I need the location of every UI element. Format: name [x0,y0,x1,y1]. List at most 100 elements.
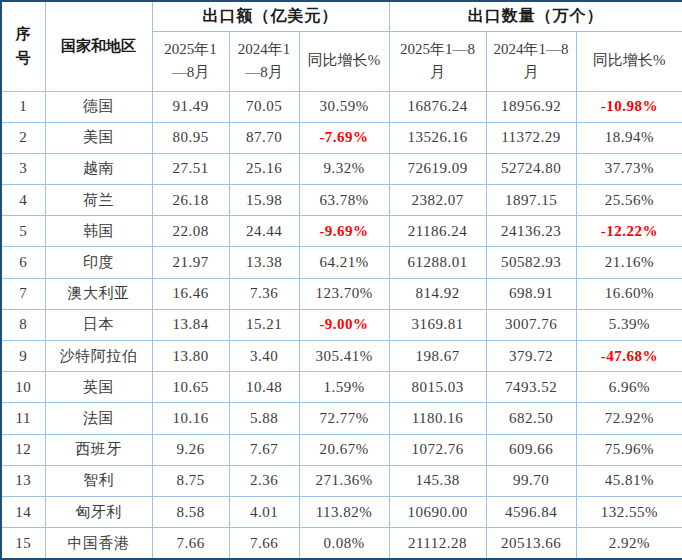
qty-2024-cell: 18956.92 [486,91,576,122]
qty-growth-cell: -10.98% [576,91,682,122]
value-2025-cell: 13.80 [152,341,229,372]
header-value-2024: 2024年1—8月 [229,31,299,91]
seq-cell: 4 [1,185,45,216]
qty-2024-cell: 682.50 [486,403,576,434]
qty-2025-cell: 1180.16 [389,403,486,434]
seq-cell: 5 [1,216,45,247]
qty-2024-cell: 3007.76 [486,309,576,340]
value-growth-cell: 123.70% [299,278,389,309]
qty-2025-cell: 21112.28 [389,528,486,559]
value-2024-cell: 15.98 [229,185,299,216]
value-2025-cell: 9.26 [152,434,229,465]
seq-cell: 12 [1,434,45,465]
value-2024-cell: 3.40 [229,341,299,372]
country-cell: 匈牙利 [45,496,152,527]
table-row: 7澳大利亚16.467.36123.70%814.92698.9116.60% [1,278,682,309]
header-export-qty-group: 出口数量（万个） [389,1,682,31]
value-growth-cell: 305.41% [299,341,389,372]
value-2025-cell: 91.49 [152,91,229,122]
value-2025-cell: 80.95 [152,122,229,153]
qty-2025-cell: 198.67 [389,341,486,372]
qty-2024-cell: 11372.29 [486,122,576,153]
value-2024-cell: 7.66 [229,528,299,559]
value-growth-cell: 30.59% [299,91,389,122]
qty-2025-cell: 21186.24 [389,216,486,247]
qty-2025-cell: 145.38 [389,465,486,496]
header-seq-label: 序号 [15,22,32,70]
value-2024-cell: 24.44 [229,216,299,247]
qty-2024-cell: 99.70 [486,465,576,496]
country-cell: 越南 [45,153,152,184]
value-2025-cell: 27.51 [152,153,229,184]
value-2024-cell: 15.21 [229,309,299,340]
qty-2024-cell: 52724.80 [486,153,576,184]
value-2025-cell: 8.75 [152,465,229,496]
table-row: 3越南27.5125.169.32%72619.0952724.8037.73% [1,153,682,184]
value-2025-cell: 26.18 [152,185,229,216]
header-export-value-group: 出口额（亿美元） [152,1,389,31]
header-qty-2024: 2024年1—8月 [486,31,576,91]
value-growth-cell: 64.21% [299,247,389,278]
value-2024-cell: 70.05 [229,91,299,122]
qty-2025-cell: 1072.76 [389,434,486,465]
country-cell: 沙特阿拉伯 [45,341,152,372]
table-row: 14匈牙利8.584.01113.82%10690.004596.84132.5… [1,496,682,527]
qty-2024-cell: 609.66 [486,434,576,465]
seq-cell: 1 [1,91,45,122]
country-cell: 智利 [45,465,152,496]
qty-2025-cell: 13526.16 [389,122,486,153]
value-2025-cell: 21.97 [152,247,229,278]
export-data-table-container: 序号 国家和地区 出口额（亿美元） 出口数量（万个） 2025年1—8月 202… [0,0,682,560]
seq-cell: 11 [1,403,45,434]
value-growth-cell: -9.69% [299,216,389,247]
qty-growth-cell: 45.81% [576,465,682,496]
qty-2025-cell: 61288.01 [389,247,486,278]
value-growth-cell: 63.78% [299,185,389,216]
value-2025-cell: 13.84 [152,309,229,340]
value-2024-cell: 13.38 [229,247,299,278]
country-cell: 印度 [45,247,152,278]
qty-2024-cell: 1897.15 [486,185,576,216]
table-row: 2美国80.9587.70-7.69%13526.1611372.2918.94… [1,122,682,153]
seq-cell: 3 [1,153,45,184]
qty-growth-cell: 37.73% [576,153,682,184]
qty-2025-cell: 2382.07 [389,185,486,216]
qty-2025-cell: 814.92 [389,278,486,309]
table-row: 4荷兰26.1815.9863.78%2382.071897.1525.56% [1,185,682,216]
header-value-yoy: 同比增长% [299,31,389,91]
value-2024-cell: 2.36 [229,465,299,496]
country-cell: 美国 [45,122,152,153]
value-2024-cell: 10.48 [229,372,299,403]
seq-cell: 15 [1,528,45,559]
export-data-table: 序号 国家和地区 出口额（亿美元） 出口数量（万个） 2025年1—8月 202… [0,0,682,560]
header-qty-yoy: 同比增长% [576,31,682,91]
qty-growth-cell: 5.39% [576,309,682,340]
qty-2025-cell: 10690.00 [389,496,486,527]
qty-2024-cell: 50582.93 [486,247,576,278]
country-cell: 韩国 [45,216,152,247]
value-growth-cell: 1.59% [299,372,389,403]
value-growth-cell: 113.82% [299,496,389,527]
qty-growth-cell: -47.68% [576,341,682,372]
table-row: 15中国香港7.667.660.08%21112.2820513.662.92% [1,528,682,559]
table-row: 12西班牙9.267.6720.67%1072.76609.6675.96% [1,434,682,465]
seq-cell: 14 [1,496,45,527]
table-row: 8日本13.8415.21-9.00%3169.813007.765.39% [1,309,682,340]
value-2025-cell: 22.08 [152,216,229,247]
value-growth-cell: -9.00% [299,309,389,340]
seq-cell: 13 [1,465,45,496]
qty-2024-cell: 20513.66 [486,528,576,559]
qty-growth-cell: 75.96% [576,434,682,465]
table-row: 5韩国22.0824.44-9.69%21186.2424136.23-12.2… [1,216,682,247]
country-cell: 澳大利亚 [45,278,152,309]
seq-cell: 6 [1,247,45,278]
seq-cell: 2 [1,122,45,153]
seq-cell: 9 [1,341,45,372]
value-growth-cell: -7.69% [299,122,389,153]
value-2025-cell: 10.16 [152,403,229,434]
value-growth-cell: 0.08% [299,528,389,559]
value-2025-cell: 8.58 [152,496,229,527]
qty-growth-cell: 18.94% [576,122,682,153]
qty-2025-cell: 3169.81 [389,309,486,340]
qty-growth-cell: -12.22% [576,216,682,247]
